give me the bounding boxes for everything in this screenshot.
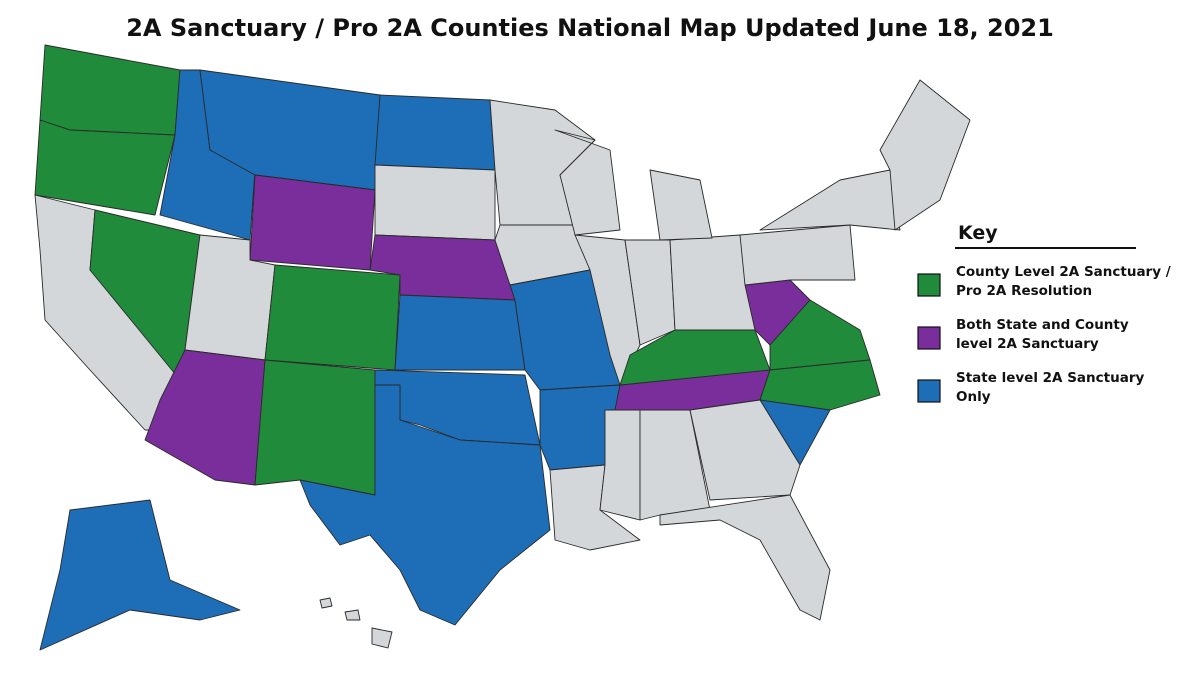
- state: [39, 44, 181, 136]
- state: [879, 79, 971, 231]
- legend-label: Both State and County: [956, 317, 1129, 333]
- state: [374, 164, 496, 241]
- state: [599, 409, 641, 521]
- legend-swatch: [917, 326, 941, 350]
- state: [299, 384, 551, 626]
- legend-label: State level 2A Sanctuary: [956, 370, 1144, 386]
- map-title: 2A Sanctuary / Pro 2A Counties National …: [126, 14, 1054, 42]
- state: [374, 94, 496, 171]
- state: [739, 224, 856, 286]
- state: [759, 169, 901, 231]
- state: [264, 264, 401, 371]
- state: [659, 494, 831, 621]
- legend: County Level 2A Sanctuary / Pro 2A Resolu…: [917, 264, 1171, 405]
- island: [344, 609, 361, 621]
- state: [34, 119, 176, 216]
- legend-label: Only: [956, 389, 991, 405]
- legend-swatch: [917, 273, 941, 297]
- legend-swatch: [917, 379, 941, 403]
- key-title: Key: [958, 222, 998, 244]
- state: [769, 299, 871, 371]
- state: [649, 169, 713, 241]
- legend-label: County Level 2A Sanctuary /: [956, 264, 1171, 280]
- state: [249, 174, 376, 271]
- state: [394, 294, 526, 371]
- state: [759, 359, 881, 411]
- us-map: [34, 44, 971, 651]
- state: [254, 359, 376, 496]
- island: [319, 597, 333, 609]
- state: [689, 399, 801, 501]
- island: [371, 627, 393, 649]
- legend-label: level 2A Sanctuary: [956, 336, 1099, 352]
- legend-label: Pro 2A Resolution: [956, 283, 1092, 299]
- state: [39, 499, 241, 651]
